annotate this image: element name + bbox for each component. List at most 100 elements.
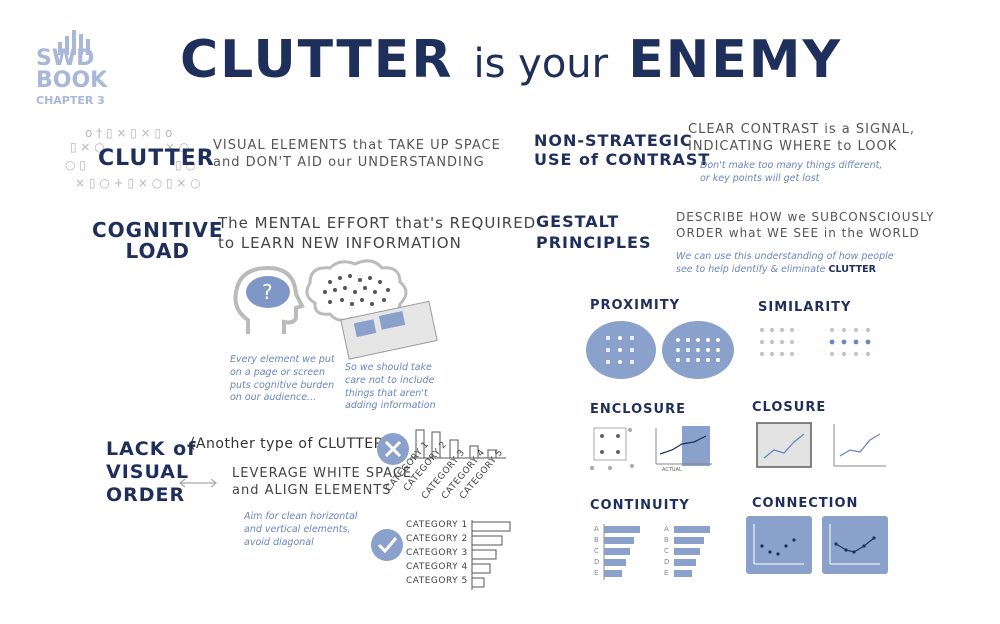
closure-open-chart — [833, 424, 886, 467]
enclosure-actual-label: ACTUAL — [662, 467, 682, 473]
contrast-label-line2: USE of CONTRAST — [534, 149, 711, 169]
proximity-label: PROXIMITY — [590, 298, 681, 313]
page-title: CLUTTER is your ENEMY — [180, 30, 842, 90]
cognitive-note-left-line: on our audience... — [230, 392, 317, 404]
continuity-label: CONTINUITY — [590, 498, 690, 513]
cognitive-note-left-line: Every element we put — [230, 354, 335, 365]
gestalt-note-line1: We can use this understanding of how peo… — [676, 251, 894, 262]
clutter-definition-line2: and DON'T AID our UNDERSTANDING — [213, 154, 485, 170]
continuity-chart-left — [603, 524, 640, 580]
similarity-illustration — [760, 328, 871, 356]
cognitive-note-right-line: care not to include — [345, 374, 435, 386]
hbar-category-label: CATEGORY 1 — [406, 520, 468, 530]
visual-order-label-line2: VISUAL — [106, 460, 190, 483]
similarity-label: SIMILARITY — [758, 300, 852, 315]
clutter-definition-line1: VISUAL ELEMENTS that TAKE UP SPACE — [213, 138, 501, 153]
clutter-definition: VISUAL ELEMENTS that TAKE UP SPACE and D… — [213, 138, 501, 172]
connection-line-chart — [822, 516, 888, 574]
cognitive-note-right: So we should take care not to include th… — [345, 362, 436, 413]
gestalt-label-line1: GESTALT — [536, 212, 620, 231]
hbar-category-label: CATEGORY 5 — [406, 576, 468, 586]
visual-order-label-line3: ORDER — [106, 483, 186, 506]
continuity-letter: B — [664, 536, 669, 544]
cognitive-load-label-line1: COGNITIVE — [92, 218, 224, 242]
vbar-3 — [449, 439, 459, 459]
closure-label: CLOSURE — [752, 400, 827, 415]
logo-line3: CHAPTER 3 — [36, 94, 105, 107]
contrast-label: NON-STRATEGIC USE of CONTRAST — [534, 131, 711, 169]
visual-order-note: Aim for clean horizontal and vertical el… — [244, 511, 357, 549]
cognitive-note-left-line: on a page or screen — [230, 366, 325, 378]
cognitive-note-right-line: adding information — [345, 400, 436, 412]
contrast-note: Don't make too many things different, or… — [700, 160, 882, 186]
contrast-note-line: or key points will get lost — [700, 172, 820, 184]
continuity-letters-right: A B C D E — [664, 524, 669, 579]
enclosure-dots-illustration — [590, 427, 634, 470]
logo-line2: BOOK — [36, 68, 108, 93]
connection-scatter-chart — [746, 516, 812, 574]
cognitive-load-definition-line1: The MENTAL EFFORT that's REQUIRED — [218, 214, 537, 232]
head-brain-icon: ? — [233, 265, 305, 334]
title-part3: ENEMY — [628, 30, 843, 90]
gestalt-note-line2: see to help identify & eliminate CLUTTER — [676, 264, 894, 277]
vbar-5 — [487, 449, 497, 459]
gestalt-note-line2-text: see to help identify & eliminate — [676, 263, 826, 275]
cognitive-note-left-line: puts cognitive burden — [230, 379, 335, 391]
vbar-1 — [415, 429, 425, 459]
continuity-letter: A — [594, 525, 599, 533]
horizontal-bar-chart — [471, 520, 511, 590]
thought-cloud-icon — [305, 259, 438, 360]
connection-label: CONNECTION — [752, 496, 859, 511]
title-part1: CLUTTER — [180, 30, 454, 90]
svg-text:× ▯ ○ + ▯ × ○ ▯ × ○: × ▯ ○ + ▯ × ○ ▯ × ○ — [75, 176, 201, 190]
contrast-text-line1: CLEAR CONTRAST is a SIGNAL, — [688, 122, 916, 137]
contrast-label-line1: NON-STRATEGIC — [534, 131, 693, 150]
visual-order-note-line: avoid diagonal — [244, 536, 314, 548]
hbar-5 — [471, 577, 485, 588]
cognitive-load-label: COGNITIVE LOAD — [92, 220, 224, 262]
title-part2: is your — [473, 41, 609, 87]
enclosure-label: ENCLOSURE — [590, 402, 686, 417]
continuity-letter: C — [594, 547, 599, 555]
svg-text:o † ▯ × ▯ × ▯ o: o † ▯ × ▯ × ▯ o — [85, 126, 172, 140]
continuity-chart-right — [674, 526, 710, 577]
continuity-letter: E — [664, 569, 669, 577]
gestalt-label: GESTALT PRINCIPLES — [536, 212, 651, 252]
gestalt-text: DESCRIBE HOW we SUBCONSCIOUSLY ORDER wha… — [676, 210, 935, 241]
continuity-letter: C — [664, 547, 669, 555]
svg-text:× ○: × ○ — [165, 140, 189, 154]
continuity-letter: E — [594, 569, 599, 577]
proximity-illustration — [586, 321, 734, 379]
x-mark-icon — [377, 433, 409, 465]
visual-order-label: LACK of VISUAL ORDER — [106, 439, 196, 506]
svg-text:?: ? — [262, 280, 273, 304]
svg-text:▯ ○: ▯ ○ — [175, 158, 196, 172]
cognitive-note-right-line: So we should take — [345, 362, 432, 373]
enclosure-chart-illustration — [655, 426, 712, 466]
visual-order-note-line: Aim for clean horizontal — [244, 511, 358, 522]
gestalt-note: We can use this understanding of how peo… — [676, 251, 894, 277]
cognitive-note-left: Every element we put on a page or screen… — [230, 354, 335, 405]
contrast-text-line2: INDICATING WHERE to LOOK — [688, 138, 898, 154]
continuity-letter: D — [594, 558, 600, 566]
visual-order-text-line2: and ALIGN ELEMENTS — [232, 482, 392, 498]
cognitive-load-definition: The MENTAL EFFORT that's REQUIRED to LEA… — [218, 214, 536, 253]
contrast-note-line: Don't make too many things different, — [700, 160, 883, 171]
hbar-4 — [471, 563, 491, 574]
visual-order-note-line: and vertical elements, — [244, 523, 351, 535]
vbar-2 — [431, 431, 441, 459]
logo: SWD BOOK CHAPTER 3 — [36, 30, 116, 110]
checkmark-icon — [371, 529, 403, 561]
hbar-category-label: CATEGORY 3 — [406, 548, 468, 558]
visual-order-aside: (Another type of CLUTTER) — [190, 436, 390, 452]
gestalt-text-line2: ORDER what WE SEE in the WORLD — [676, 225, 920, 240]
vbar-4 — [469, 445, 479, 459]
hbar-3 — [471, 549, 497, 560]
continuity-letter: A — [664, 525, 669, 533]
svg-text:○ ▯: ○ ▯ — [65, 158, 86, 172]
clutter-symbols-icon: o † ▯ × ▯ × ▯ o ▯ × ○ × ○ ○ ▯ ▯ ○ × ▯ ○ … — [65, 126, 201, 190]
logo-line1: SWD — [36, 46, 95, 71]
continuity-letter: D — [664, 558, 670, 566]
visual-order-text-line1: LEVERAGE WHITE SPACE — [232, 466, 413, 481]
cognitive-note-right-line: things that aren't — [345, 387, 428, 399]
